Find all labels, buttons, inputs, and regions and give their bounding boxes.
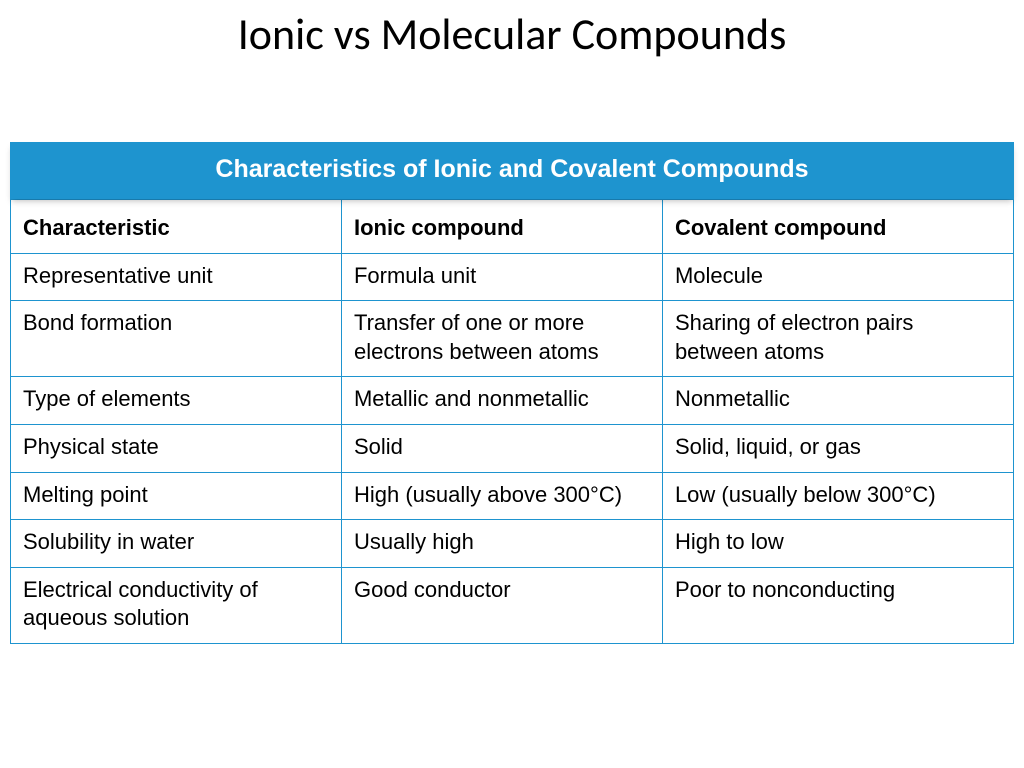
col-header-characteristic: Characteristic bbox=[11, 200, 342, 254]
cell-ionic: Metallic and nonmetallic bbox=[341, 377, 662, 425]
cell-covalent: Low (usually below 300°C) bbox=[662, 472, 1013, 520]
table-row: Bond formation Transfer of one or more e… bbox=[11, 301, 1014, 377]
comparison-table-container: Characteristics of Ionic and Covalent Co… bbox=[10, 142, 1014, 644]
table-row: Electrical conductivity of aqueous solut… bbox=[11, 567, 1014, 643]
cell-ionic: Usually high bbox=[341, 520, 662, 568]
table-header-row: Characteristic Ionic compound Covalent c… bbox=[11, 200, 1014, 254]
comparison-table: Characteristic Ionic compound Covalent c… bbox=[10, 199, 1014, 644]
cell-characteristic: Solubility in water bbox=[11, 520, 342, 568]
table-row: Melting point High (usually above 300°C)… bbox=[11, 472, 1014, 520]
col-header-covalent: Covalent compound bbox=[662, 200, 1013, 254]
cell-ionic: Good conductor bbox=[341, 567, 662, 643]
cell-covalent: High to low bbox=[662, 520, 1013, 568]
cell-characteristic: Bond formation bbox=[11, 301, 342, 377]
cell-ionic: Solid bbox=[341, 424, 662, 472]
table-row: Type of elements Metallic and nonmetalli… bbox=[11, 377, 1014, 425]
table-row: Representative unit Formula unit Molecul… bbox=[11, 253, 1014, 301]
cell-covalent: Sharing of electron pairs between atoms bbox=[662, 301, 1013, 377]
slide-title: Ionic vs Molecular Compounds bbox=[0, 0, 1024, 61]
cell-characteristic: Physical state bbox=[11, 424, 342, 472]
cell-ionic: Formula unit bbox=[341, 253, 662, 301]
cell-covalent: Molecule bbox=[662, 253, 1013, 301]
cell-characteristic: Representative unit bbox=[11, 253, 342, 301]
table-row: Physical state Solid Solid, liquid, or g… bbox=[11, 424, 1014, 472]
table-row: Solubility in water Usually high High to… bbox=[11, 520, 1014, 568]
cell-characteristic: Electrical conductivity of aqueous solut… bbox=[11, 567, 342, 643]
cell-covalent: Solid, liquid, or gas bbox=[662, 424, 1013, 472]
cell-characteristic: Type of elements bbox=[11, 377, 342, 425]
cell-covalent: Poor to nonconducting bbox=[662, 567, 1013, 643]
cell-characteristic: Melting point bbox=[11, 472, 342, 520]
col-header-ionic: Ionic compound bbox=[341, 200, 662, 254]
cell-covalent: Nonmetallic bbox=[662, 377, 1013, 425]
table-title-bar: Characteristics of Ionic and Covalent Co… bbox=[10, 142, 1014, 199]
cell-ionic: High (usually above 300°C) bbox=[341, 472, 662, 520]
cell-ionic: Transfer of one or more electrons betwee… bbox=[341, 301, 662, 377]
slide: Ionic vs Molecular Compounds Characteris… bbox=[0, 0, 1024, 768]
